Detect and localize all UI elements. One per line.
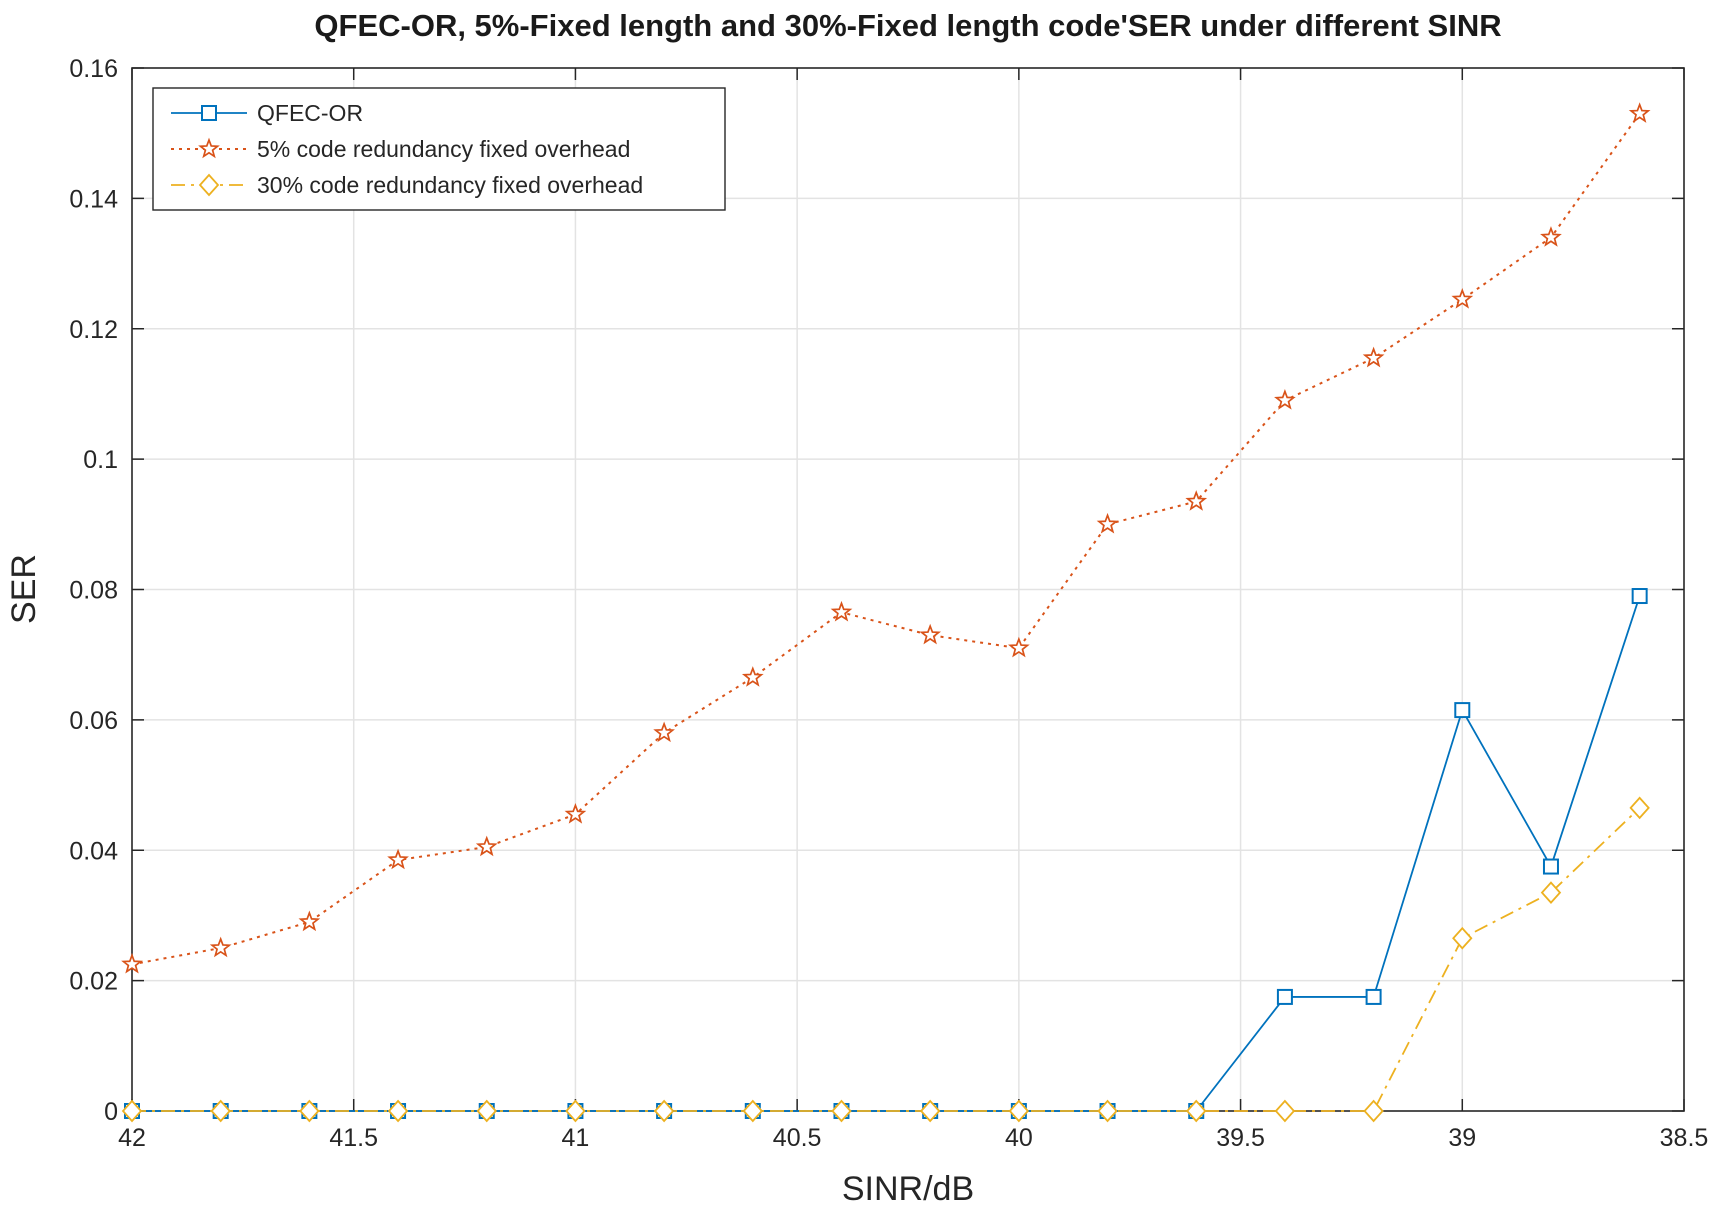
y-tick-label: 0.04 — [69, 837, 118, 865]
grid — [132, 68, 1684, 1111]
series-2-point — [121, 952, 143, 974]
series-2-point — [653, 721, 675, 743]
series-2-point — [298, 910, 321, 932]
x-tick-label: 40.5 — [773, 1124, 822, 1152]
legend-swatch-marker — [198, 173, 220, 197]
x-axis-label: SINR/dB — [842, 1170, 974, 1208]
series-2-point — [830, 600, 853, 622]
legend-swatch-marker — [201, 105, 217, 121]
series-2-point — [387, 848, 409, 870]
series-3-point — [210, 1099, 231, 1123]
series-2-point — [564, 802, 587, 824]
y-tick-label: 0.08 — [69, 577, 118, 605]
series-2-point — [1008, 636, 1030, 658]
chart-title: QFEC-OR, 5%-Fixed length and 30%-Fixed l… — [314, 8, 1501, 43]
legend-label: QFEC-OR — [257, 100, 363, 126]
series-3-point — [1540, 881, 1562, 904]
series-3-point — [1629, 796, 1650, 820]
series-3-point — [1452, 926, 1473, 950]
series-2-point — [1185, 490, 1208, 511]
series-3-point — [1274, 1099, 1296, 1123]
x-tick-label: 40 — [1005, 1124, 1033, 1152]
x-tick-label: 42 — [118, 1124, 146, 1152]
y-tick-label: 0 — [104, 1098, 118, 1126]
y-tick-label: 0.1 — [83, 446, 118, 474]
x-tick-label: 39.5 — [1216, 1124, 1265, 1152]
axis-ticks: 42 41.5 41 40.5 40 39.5 39 38.5 0 0.02 0.04 0.06 0.0… — [69, 55, 1708, 1152]
series-3-point — [1097, 1099, 1118, 1123]
series-3-point — [121, 1099, 143, 1123]
legend-box — [152, 87, 726, 211]
series-2-line — [131, 113, 1641, 966]
series-1-line — [132, 595, 1641, 1112]
y-tick-label: 0.02 — [69, 968, 118, 996]
series-3-point — [1008, 1099, 1030, 1123]
series-3-point — [387, 1099, 409, 1123]
series-2-point — [475, 835, 498, 857]
series-3-point — [565, 1099, 586, 1123]
series-2-point — [741, 666, 764, 687]
series-3-point — [919, 1099, 941, 1123]
series-2-point — [1274, 389, 1296, 410]
series-3-point — [1363, 1099, 1384, 1123]
series-3-point — [1186, 1099, 1207, 1123]
y-axis-label: SER — [5, 554, 43, 624]
series-2-point — [1362, 346, 1385, 368]
series-2-point — [919, 623, 942, 645]
series-3-point — [653, 1099, 675, 1123]
series-2 — [121, 102, 1651, 974]
legend-label: 5% code redundancy fixed overhead — [257, 136, 630, 162]
x-tick-label: 39 — [1448, 1124, 1476, 1152]
series-3-point — [299, 1099, 320, 1123]
series-3-point — [831, 1099, 852, 1123]
series-2-point — [1540, 226, 1562, 247]
y-tick-label: 0.16 — [69, 55, 118, 83]
series-3-point — [742, 1099, 764, 1123]
series-1-point — [1542, 858, 1559, 875]
series-1-point — [1454, 702, 1471, 719]
legend: QFEC-OR 5% code redundancy fixed overhead… — [152, 87, 726, 211]
data-series — [121, 102, 1651, 1123]
y-tick-label: 0.14 — [69, 185, 118, 213]
legend-label: 30% code redundancy fixed overhead — [257, 172, 643, 198]
x-tick-label: 38.5 — [1660, 1124, 1709, 1152]
y-tick-label: 0.06 — [69, 707, 118, 735]
series-1-point — [1365, 988, 1382, 1005]
series-2-point — [209, 936, 232, 958]
series-3-point — [476, 1099, 497, 1123]
series-3 — [121, 796, 1650, 1123]
series-2-point — [1628, 102, 1651, 123]
series-1-point — [1631, 588, 1648, 605]
legend-swatch-marker — [198, 137, 220, 159]
y-tick-label: 0.12 — [69, 316, 118, 344]
series-2-point — [1451, 288, 1474, 309]
x-tick-label: 41 — [562, 1124, 590, 1152]
series-2-point — [1096, 512, 1119, 534]
x-tick-label: 41.5 — [329, 1124, 378, 1152]
series-1-point — [1276, 988, 1293, 1005]
series-3-line — [132, 807, 1641, 1112]
